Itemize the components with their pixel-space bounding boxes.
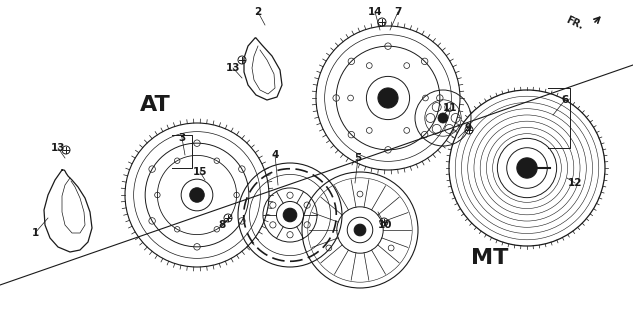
Text: AT: AT <box>140 95 170 115</box>
Text: MT: MT <box>472 248 509 268</box>
Text: 11: 11 <box>442 103 457 113</box>
Text: 2: 2 <box>254 7 261 17</box>
Text: 14: 14 <box>368 7 382 17</box>
Text: 9: 9 <box>465 123 472 133</box>
Circle shape <box>378 88 398 108</box>
Text: 6: 6 <box>561 95 568 105</box>
Text: 12: 12 <box>568 178 582 188</box>
Text: 4: 4 <box>272 150 279 160</box>
Text: 5: 5 <box>354 153 361 163</box>
Text: 15: 15 <box>193 167 207 177</box>
Circle shape <box>283 208 297 222</box>
Text: 10: 10 <box>378 220 392 230</box>
Text: 8: 8 <box>218 220 225 230</box>
Circle shape <box>354 224 366 236</box>
Circle shape <box>517 158 537 178</box>
Text: 7: 7 <box>394 7 402 17</box>
Text: 13: 13 <box>51 143 65 153</box>
Circle shape <box>438 113 448 123</box>
Text: FR.: FR. <box>565 15 585 31</box>
Text: 3: 3 <box>179 133 185 143</box>
Text: 13: 13 <box>226 63 241 73</box>
Text: 1: 1 <box>32 228 39 238</box>
Circle shape <box>190 188 204 202</box>
